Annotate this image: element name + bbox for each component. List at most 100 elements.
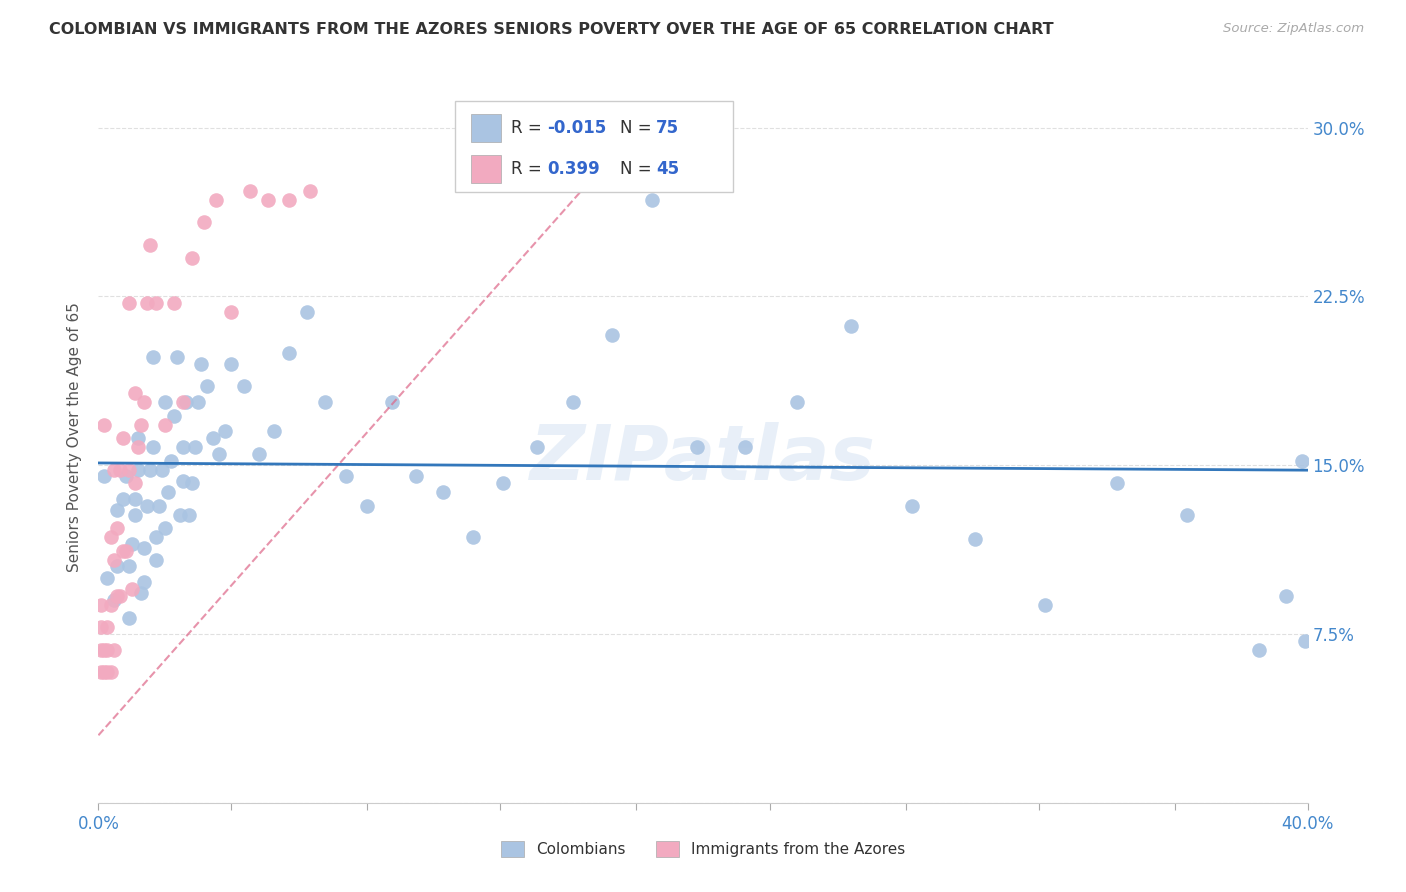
Point: [124, 491, 146, 506]
Point: [214, 425, 236, 439]
Point: [492, 476, 515, 491]
Point: [172, 440, 194, 454]
Point: [111, 491, 134, 506]
Point: [153, 417, 176, 432]
Point: [163, 409, 186, 423]
Point: [181, 476, 204, 491]
Point: [118, 611, 141, 625]
Point: [239, 184, 262, 198]
Point: [96, 642, 118, 657]
Point: [153, 521, 176, 535]
Point: [124, 476, 146, 491]
Point: [118, 463, 141, 477]
Point: [96, 665, 118, 680]
Point: [172, 474, 194, 488]
Point: [127, 463, 149, 477]
Point: [174, 395, 197, 409]
Point: [90, 642, 112, 657]
Bar: [471, 114, 501, 142]
Point: [121, 537, 143, 551]
Point: [90, 620, 112, 634]
Point: [93, 642, 115, 657]
Point: [132, 541, 155, 556]
Point: [277, 345, 299, 359]
Point: [463, 530, 485, 544]
Point: [108, 589, 131, 603]
Point: [103, 553, 125, 567]
Point: [127, 431, 149, 445]
Point: [169, 508, 191, 522]
Point: [105, 559, 128, 574]
Point: [135, 296, 157, 310]
Text: 0.399: 0.399: [547, 160, 600, 178]
Point: [839, 318, 862, 333]
Point: [1275, 589, 1298, 603]
Point: [103, 642, 125, 657]
Point: [145, 296, 167, 310]
Point: [314, 395, 336, 409]
Point: [93, 417, 115, 432]
Point: [90, 598, 112, 612]
Text: N =: N =: [620, 119, 657, 136]
Point: [100, 665, 122, 680]
Text: R =: R =: [510, 160, 547, 178]
Text: R =: R =: [510, 119, 547, 136]
Text: ZIPatlas: ZIPatlas: [530, 422, 876, 496]
Point: [103, 593, 125, 607]
Point: [103, 463, 125, 477]
Point: [299, 184, 322, 198]
Text: 45: 45: [655, 160, 679, 178]
Point: [432, 485, 454, 500]
Text: COLOMBIAN VS IMMIGRANTS FROM THE AZORES SENIORS POVERTY OVER THE AGE OF 65 CORRE: COLOMBIAN VS IMMIGRANTS FROM THE AZORES …: [49, 22, 1054, 37]
Point: [1291, 453, 1313, 467]
Point: [263, 425, 285, 439]
Point: [181, 251, 204, 265]
Point: [172, 395, 194, 409]
Point: [381, 395, 404, 409]
Point: [179, 508, 201, 522]
Point: [139, 463, 162, 477]
Point: [135, 499, 157, 513]
Y-axis label: Seniors Poverty Over the Age of 65: Seniors Poverty Over the Age of 65: [67, 302, 83, 572]
Point: [108, 463, 131, 477]
Point: [277, 193, 299, 207]
Point: [1107, 476, 1129, 491]
Point: [127, 440, 149, 454]
Point: [142, 440, 165, 454]
Bar: [471, 154, 501, 183]
Legend: Colombians, Immigrants from the Azores: Colombians, Immigrants from the Azores: [501, 841, 905, 857]
Point: [114, 543, 136, 558]
FancyBboxPatch shape: [456, 101, 734, 192]
Point: [132, 575, 155, 590]
Text: N =: N =: [620, 160, 657, 178]
Point: [163, 296, 186, 310]
Point: [562, 395, 585, 409]
Point: [118, 559, 141, 574]
Point: [1033, 598, 1056, 612]
Point: [221, 357, 243, 371]
Point: [187, 395, 209, 409]
Point: [184, 440, 207, 454]
Point: [221, 305, 243, 319]
Point: [139, 237, 162, 252]
Point: [205, 193, 228, 207]
Point: [193, 215, 215, 229]
Point: [145, 553, 167, 567]
Point: [150, 463, 173, 477]
Point: [105, 589, 128, 603]
Point: [232, 379, 254, 393]
Point: [900, 499, 922, 513]
Text: Source: ZipAtlas.com: Source: ZipAtlas.com: [1223, 22, 1364, 36]
Point: [148, 499, 170, 513]
Point: [111, 543, 134, 558]
Point: [90, 665, 112, 680]
Point: [247, 447, 270, 461]
Point: [111, 431, 134, 445]
Point: [124, 386, 146, 401]
Point: [100, 530, 122, 544]
Point: [1175, 508, 1198, 522]
Point: [356, 499, 378, 513]
Point: [142, 350, 165, 364]
Point: [734, 440, 756, 454]
Point: [156, 485, 179, 500]
